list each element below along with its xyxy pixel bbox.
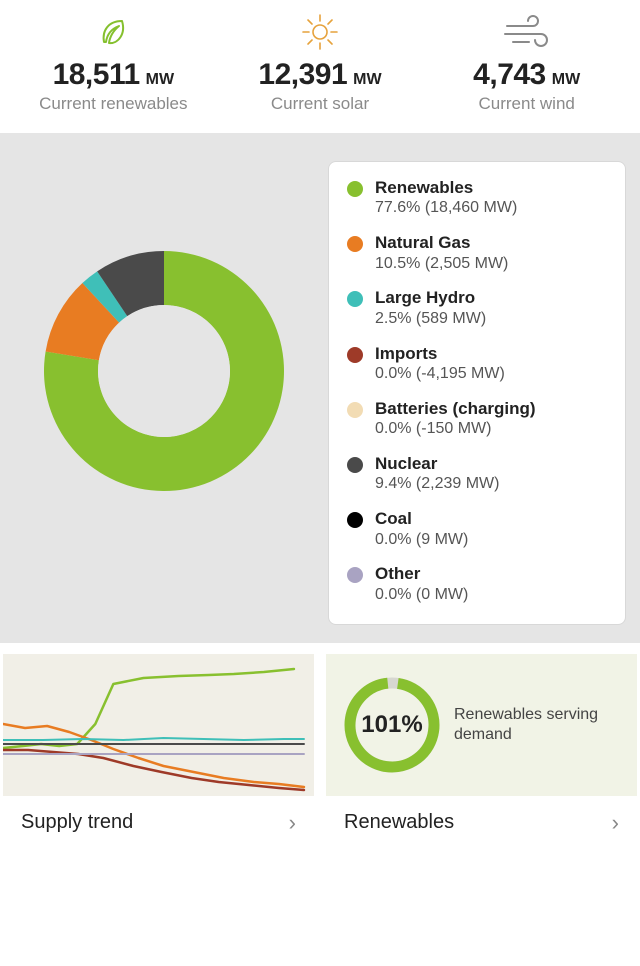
legend-name: Batteries (charging) [375, 399, 536, 419]
legend-detail: 0.0% (-150 MW) [375, 419, 536, 440]
card-title: Supply trend [21, 811, 133, 834]
stat-label: Current renewables [39, 94, 187, 114]
stat-value: 4,743 [473, 58, 546, 92]
renewables-card[interactable]: 101% Renewables serving demand Renewable… [325, 653, 638, 851]
legend-item[interactable]: Imports0.0% (-4,195 MW) [347, 344, 607, 385]
legend-item[interactable]: Coal0.0% (9 MW) [347, 509, 607, 550]
legend-name: Imports [375, 344, 505, 364]
stat-renewables[interactable]: 18,511 MW Current renewables [10, 12, 217, 114]
trend-line [3, 724, 304, 787]
donut-chart [14, 161, 314, 501]
renewables-gauge: 101% Renewables serving demand [326, 654, 637, 796]
legend-item[interactable]: Natural Gas10.5% (2,505 MW) [347, 233, 607, 274]
renewables-pct: 101% [361, 711, 422, 739]
legend-detail: 0.0% (-4,195 MW) [375, 364, 505, 385]
legend-dot [347, 457, 363, 473]
legend-name: Natural Gas [375, 233, 508, 253]
legend-dot [347, 291, 363, 307]
wind-icon [503, 12, 551, 52]
sun-icon [300, 12, 340, 52]
legend-item[interactable]: Large Hydro2.5% (589 MW) [347, 288, 607, 329]
legend-dot [347, 512, 363, 528]
legend-detail: 77.6% (18,460 MW) [375, 198, 517, 219]
legend-name: Renewables [375, 178, 517, 198]
card-title: Renewables [344, 811, 454, 834]
renewables-gauge-label: Renewables serving demand [454, 705, 619, 745]
supply-trend-chart [3, 654, 314, 796]
stat-label: Current solar [271, 94, 369, 114]
donut-legend: Renewables77.6% (18,460 MW) Natural Gas10… [328, 161, 626, 625]
legend-name: Nuclear [375, 454, 499, 474]
stat-unit: MW [146, 71, 174, 89]
legend-detail: 10.5% (2,505 MW) [375, 254, 508, 275]
legend-item[interactable]: Batteries (charging)0.0% (-150 MW) [347, 399, 607, 440]
legend-dot [347, 347, 363, 363]
stat-unit: MW [552, 71, 580, 89]
legend-item[interactable]: Nuclear9.4% (2,239 MW) [347, 454, 607, 495]
legend-dot [347, 402, 363, 418]
legend-detail: 2.5% (589 MW) [375, 309, 486, 330]
stat-value: 12,391 [258, 58, 347, 92]
supply-trend-card[interactable]: Supply trend › [2, 653, 315, 851]
legend-item[interactable]: Other0.0% (0 MW) [347, 564, 607, 605]
stat-wind[interactable]: 4,743 MW Current wind [423, 12, 630, 114]
trend-line [3, 669, 294, 748]
stat-solar[interactable]: 12,391 MW Current solar [217, 12, 424, 114]
trend-line [3, 738, 304, 740]
leaf-icon [96, 12, 130, 52]
legend-detail: 0.0% (0 MW) [375, 585, 468, 606]
legend-dot [347, 181, 363, 197]
legend-detail: 9.4% (2,239 MW) [375, 474, 499, 495]
legend-item[interactable]: Renewables77.6% (18,460 MW) [347, 178, 607, 219]
stat-label: Current wind [478, 94, 574, 114]
trend-line [3, 750, 304, 790]
stat-unit: MW [353, 71, 381, 89]
legend-dot [347, 567, 363, 583]
stats-row: 18,511 MW Current renewables 12,391 MW C… [0, 0, 640, 133]
stat-value: 18,511 [53, 58, 140, 92]
cards-row: Supply trend › 101% Renewables serving d… [0, 643, 640, 851]
legend-name: Large Hydro [375, 288, 486, 308]
legend-dot [347, 236, 363, 252]
supply-mix-panel: Renewables77.6% (18,460 MW) Natural Gas10… [0, 133, 640, 643]
chevron-right-icon: › [289, 810, 296, 836]
legend-detail: 0.0% (9 MW) [375, 530, 468, 551]
legend-name: Coal [375, 509, 468, 529]
legend-name: Other [375, 564, 468, 584]
chevron-right-icon: › [612, 810, 619, 836]
